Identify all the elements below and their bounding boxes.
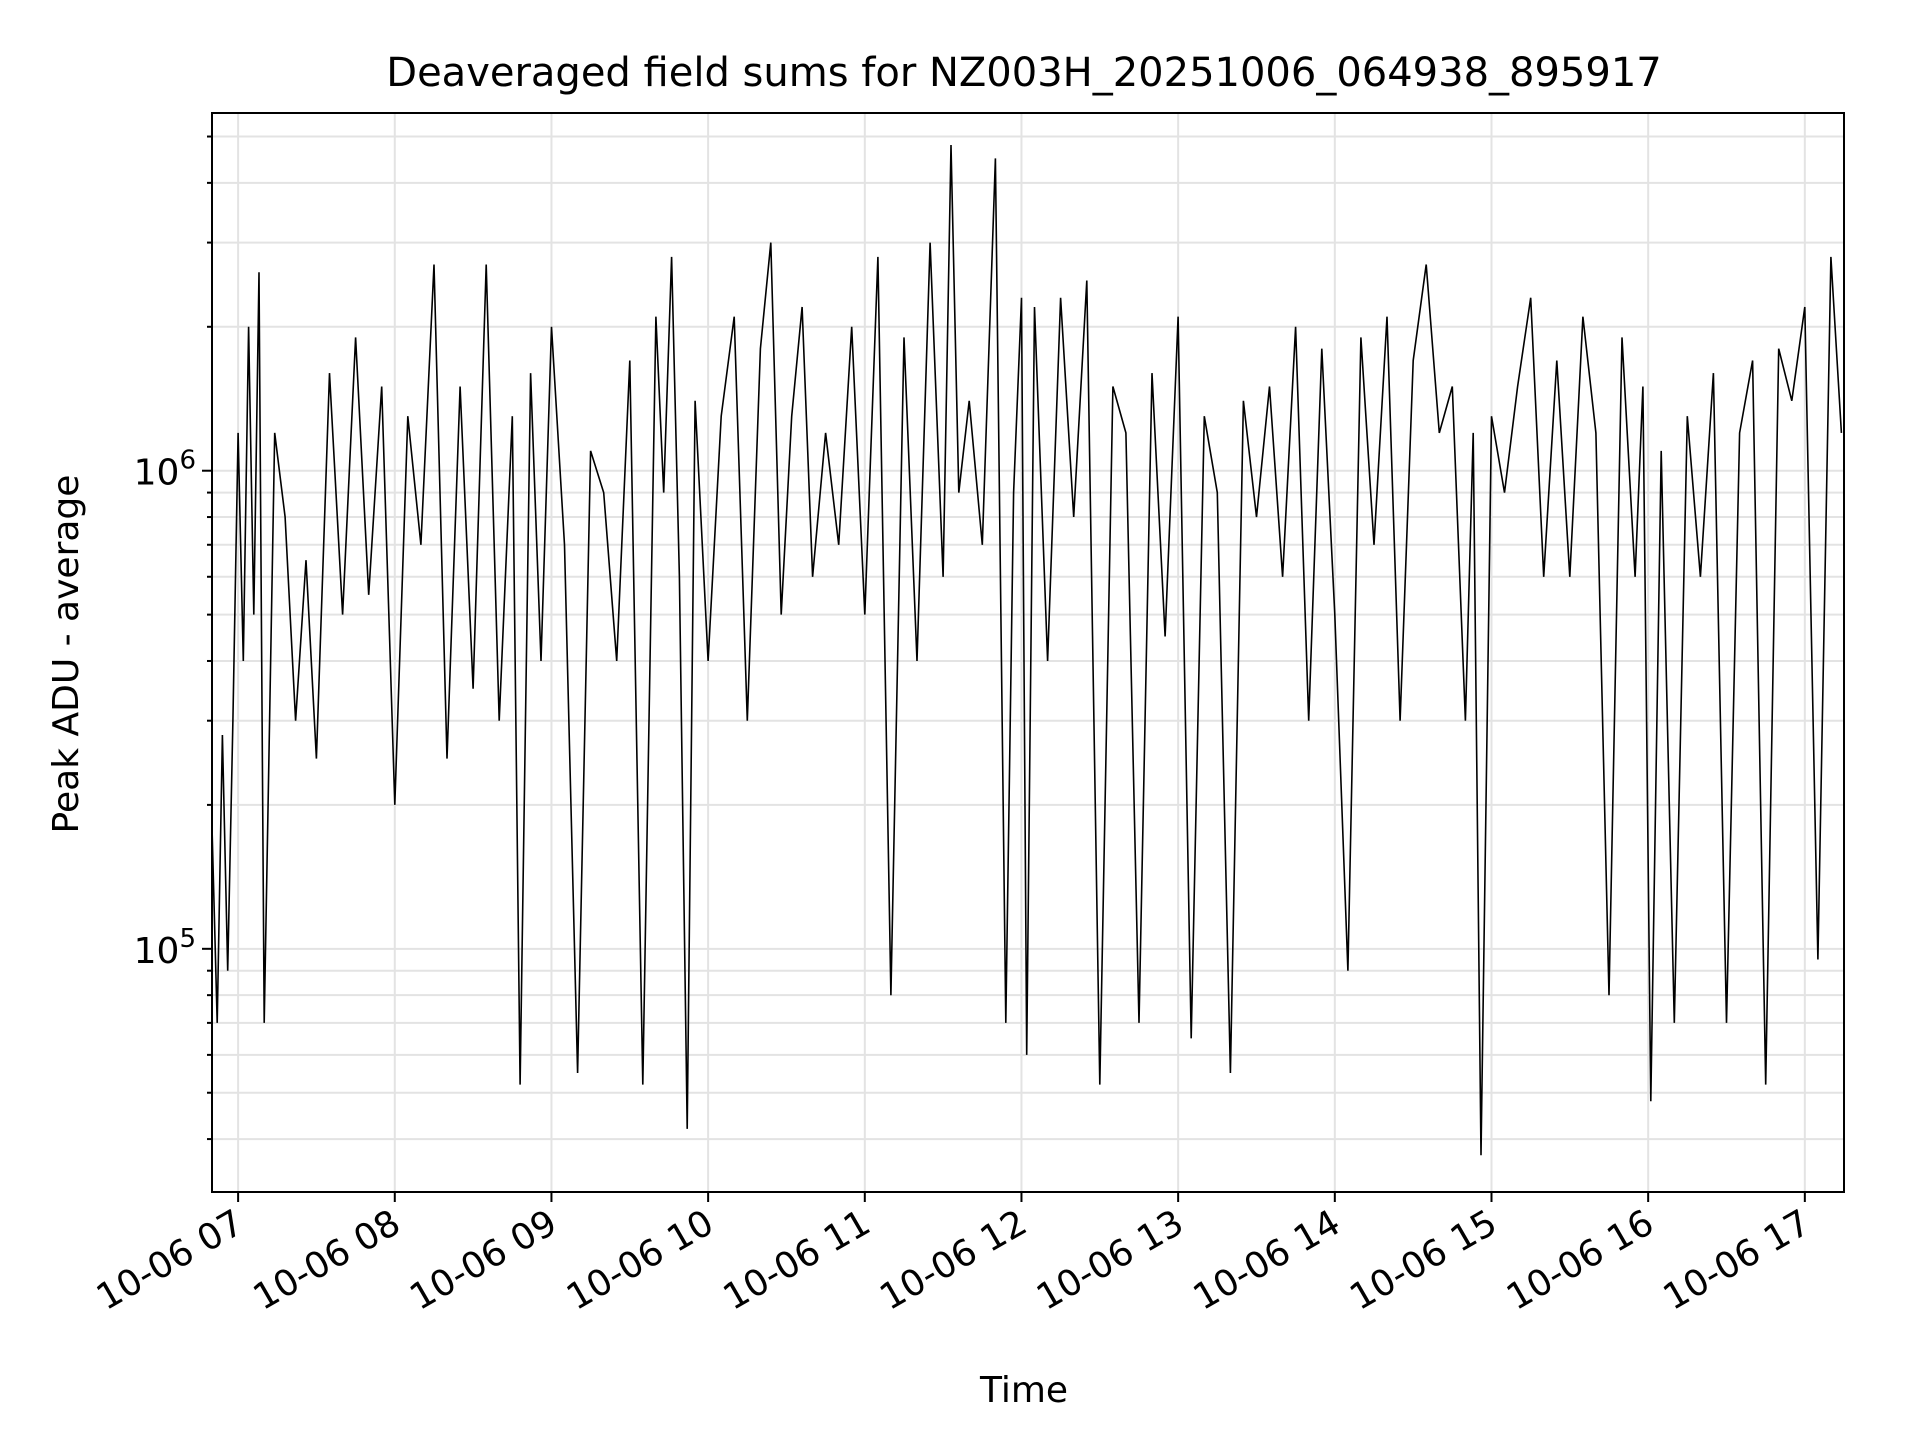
grid-lines — [212, 113, 1844, 1192]
x-axis-label: Time — [979, 1370, 1068, 1411]
y-tick-label: 106 — [134, 446, 196, 494]
y-tick-label: 105 — [134, 924, 196, 972]
plot-area-frame — [211, 112, 1845, 1193]
chart-title: Deaveraged field sums for NZ003H_2025100… — [386, 50, 1661, 96]
y-axis-label: Peak ADU - average — [46, 475, 87, 834]
series-line-0 — [211, 144, 1843, 1156]
series-lines — [211, 144, 1843, 1156]
